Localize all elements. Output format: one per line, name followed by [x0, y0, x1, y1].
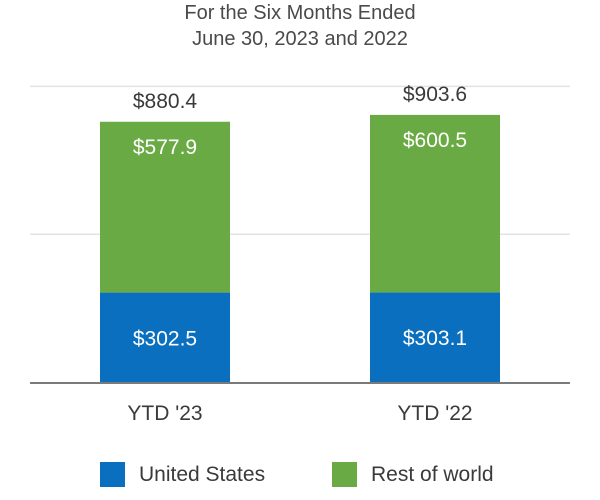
bar-rest-of-world-0: [100, 121, 230, 293]
bar-value-label-united-states-1: $303.1: [403, 327, 467, 350]
legend-item-rest-of-world: Rest of world: [332, 462, 494, 487]
chart-title-line-1: For the Six Months Ended: [184, 2, 416, 24]
legend-label-united-states: United States: [139, 462, 266, 486]
bar-united-states-0: [100, 292, 230, 382]
bar-rest-of-world-1: [370, 114, 500, 293]
total-label-0: $880.4: [133, 90, 198, 113]
chart-title-line-2: June 30, 2023 and 2022: [192, 28, 408, 50]
bar-value-label-united-states-0: $302.5: [133, 327, 197, 350]
legend-item-united-states: United States: [100, 462, 265, 487]
legend-swatch-rest-of-world: [332, 462, 357, 487]
total-label-1: $903.6: [403, 83, 467, 106]
bar-united-states-1: [370, 292, 500, 382]
legend-label-rest-of-world: Rest of world: [371, 462, 494, 486]
legend-swatch-united-states: [100, 462, 125, 487]
stacked-bar-chart: $302.5 $577.9 $880.4 YTD '23 $303.1 $600.5 $90…: [30, 83, 570, 425]
x-tick-label-0: YTD '23: [127, 402, 202, 425]
bar-value-label-rest-of-world-1: $600.5: [403, 129, 467, 152]
x-tick-label-1: YTD '22: [397, 402, 472, 425]
bar-value-label-rest-of-world-0: $577.9: [133, 136, 197, 159]
